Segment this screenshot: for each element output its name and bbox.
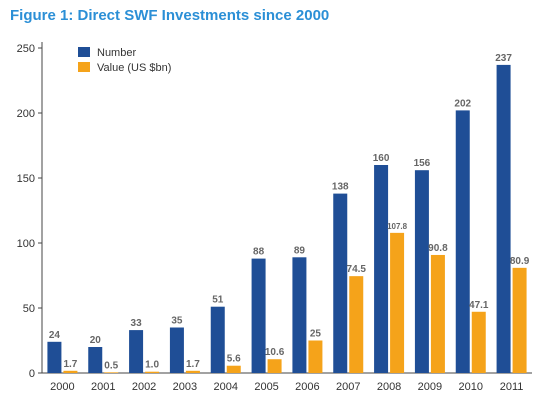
x-tick-label: 2005 <box>254 381 278 393</box>
bar-number <box>496 64 511 374</box>
bar-value <box>267 359 282 373</box>
bar-number <box>169 327 184 373</box>
data-label-value: 1.7 <box>186 359 200 370</box>
x-tick-label: 2011 <box>500 381 524 393</box>
chart-title: Figure 1: Direct SWF Investments since 2… <box>10 7 330 24</box>
data-label-number: 35 <box>171 316 183 327</box>
data-label-value: 107.8 <box>387 222 408 231</box>
bar-value <box>145 371 160 373</box>
legend-swatch-number <box>78 47 90 57</box>
data-label-value: 25 <box>310 329 322 340</box>
y-tick-label: 50 <box>23 303 35 315</box>
y-tick-label: 200 <box>17 108 35 120</box>
data-label-value: 90.8 <box>428 243 448 254</box>
data-label-number: 237 <box>495 53 512 64</box>
data-label-value: 0.5 <box>104 360 118 371</box>
legend-label-number: Number <box>97 47 136 59</box>
bar-value <box>226 365 241 373</box>
data-label-value: 1.7 <box>63 359 77 370</box>
bar-number <box>88 347 103 373</box>
bar-number <box>455 110 470 374</box>
bar-number <box>210 306 225 373</box>
data-label-number: 89 <box>294 245 306 256</box>
data-label-value: 80.9 <box>510 256 530 267</box>
x-tick-label: 2007 <box>336 381 360 393</box>
legend-label-value: Value (US $bn) <box>97 62 171 74</box>
data-label-number: 88 <box>253 247 265 258</box>
bar-number <box>129 330 144 373</box>
bar-value <box>185 370 200 373</box>
bar-value <box>104 372 119 373</box>
x-tick-label: 2010 <box>459 381 483 393</box>
x-tick-label: 2004 <box>214 381 238 393</box>
bar-value <box>63 370 78 373</box>
bar-number <box>292 257 307 373</box>
bar-number <box>47 341 62 373</box>
x-tick-label: 2001 <box>91 381 115 393</box>
x-tick-label: 2008 <box>377 381 401 393</box>
data-label-number: 20 <box>90 335 102 346</box>
x-tick-label: 2000 <box>50 381 74 393</box>
data-label-value: 47.1 <box>469 300 489 311</box>
bar-value <box>471 311 486 373</box>
bar-number <box>251 258 266 373</box>
data-label-value: 5.6 <box>227 354 241 365</box>
bar-number <box>374 165 389 373</box>
y-tick-label: 250 <box>17 43 35 55</box>
data-label-number: 51 <box>212 295 224 306</box>
legend-swatch-value <box>78 62 90 72</box>
data-label-number: 33 <box>131 318 143 329</box>
data-label-number: 160 <box>373 153 390 164</box>
data-label-number: 24 <box>49 330 61 341</box>
y-tick-label: 0 <box>29 368 35 380</box>
bar-number <box>414 170 429 373</box>
x-tick-label: 2006 <box>295 381 319 393</box>
bar-value <box>430 254 445 373</box>
bar-value <box>308 340 323 373</box>
bar-number <box>333 193 348 373</box>
x-tick-label: 2002 <box>132 381 156 393</box>
bar-value <box>512 267 527 373</box>
y-tick-label: 150 <box>17 173 35 185</box>
x-tick-label: 2003 <box>173 381 197 393</box>
bar-value <box>349 276 364 373</box>
data-label-number: 202 <box>454 98 471 109</box>
data-label-number: 156 <box>414 158 431 169</box>
data-label-value: 10.6 <box>265 347 285 358</box>
bar-value <box>390 232 405 373</box>
data-label-value: 74.5 <box>347 264 367 275</box>
x-tick-label: 2009 <box>418 381 442 393</box>
data-label-number: 138 <box>332 182 349 193</box>
data-label-value: 1.0 <box>145 360 159 371</box>
y-tick-label: 100 <box>17 238 35 250</box>
